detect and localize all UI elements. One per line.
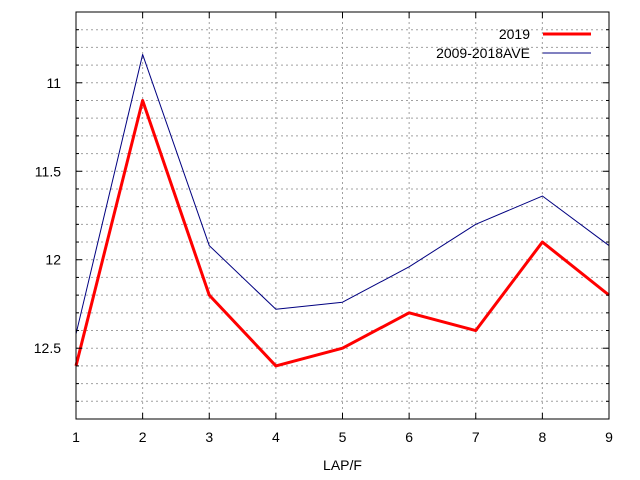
x-tick-label: 4 [272, 429, 280, 445]
x-tick-label: 2 [139, 429, 147, 445]
x-axis-label: LAP/F [323, 457, 362, 473]
y-tick-label: 11.5 [35, 163, 61, 179]
series-line-2019 [74, 98, 610, 368]
series-layer [74, 53, 610, 368]
legend-label-2009-2018ave: 2009-2018AVE [436, 45, 530, 61]
y-tick-label: 11 [46, 75, 61, 91]
y-tick-label: 12 [45, 252, 61, 268]
x-tick-label: 9 [605, 429, 613, 445]
x-tick-label: 6 [405, 429, 413, 445]
x-tick-label: 8 [538, 429, 546, 445]
x-tick-label: 1 [72, 429, 80, 445]
legend: 2019 2009-2018AVE [436, 26, 591, 61]
legend-label-2019: 2019 [499, 26, 530, 42]
y-tick-label: 12.5 [34, 340, 61, 356]
x-tick-label: 3 [205, 429, 213, 445]
x-tick-label: 7 [472, 429, 480, 445]
x-tick-label: 5 [339, 429, 347, 445]
grid-layer [76, 12, 609, 419]
series-line-2009-2018ave [75, 53, 610, 335]
